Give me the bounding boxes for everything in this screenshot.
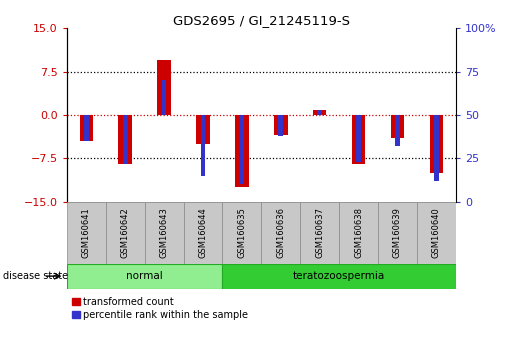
Text: GSM160640: GSM160640 xyxy=(432,207,441,258)
Bar xyxy=(183,202,222,264)
Bar xyxy=(235,115,249,187)
Bar xyxy=(300,202,339,264)
Bar xyxy=(158,60,171,115)
Text: GSM160641: GSM160641 xyxy=(82,207,91,258)
Bar xyxy=(317,110,322,115)
Bar xyxy=(80,115,93,141)
Bar xyxy=(430,115,443,173)
Bar xyxy=(378,202,417,264)
Bar xyxy=(434,115,439,181)
Bar xyxy=(352,115,365,164)
Bar xyxy=(339,202,378,264)
Bar xyxy=(261,202,300,264)
Bar xyxy=(279,115,283,136)
Bar xyxy=(162,80,166,115)
Legend: transformed count, percentile rank within the sample: transformed count, percentile rank withi… xyxy=(72,297,248,320)
Text: GSM160644: GSM160644 xyxy=(199,207,208,258)
Bar xyxy=(356,115,361,162)
Text: GSM160635: GSM160635 xyxy=(237,207,246,258)
Bar xyxy=(118,115,132,164)
Title: GDS2695 / GI_21245119-S: GDS2695 / GI_21245119-S xyxy=(173,14,350,27)
Text: disease state: disease state xyxy=(3,271,67,281)
Text: teratozoospermia: teratozoospermia xyxy=(293,271,385,281)
Bar xyxy=(239,115,244,184)
Text: GSM160643: GSM160643 xyxy=(160,207,168,258)
Bar xyxy=(196,115,210,144)
Text: GSM160637: GSM160637 xyxy=(315,207,324,258)
Bar xyxy=(106,202,145,264)
Bar xyxy=(274,115,287,135)
Bar xyxy=(145,202,183,264)
Bar xyxy=(201,115,205,176)
Bar xyxy=(84,115,89,141)
Bar xyxy=(123,115,128,164)
Bar xyxy=(67,264,222,289)
Text: GSM160638: GSM160638 xyxy=(354,207,363,258)
Bar xyxy=(417,202,456,264)
Text: normal: normal xyxy=(126,271,163,281)
Bar xyxy=(222,264,456,289)
Bar xyxy=(67,202,106,264)
Bar xyxy=(391,115,404,138)
Text: GSM160636: GSM160636 xyxy=(277,207,285,258)
Text: GSM160642: GSM160642 xyxy=(121,207,130,258)
Bar xyxy=(395,115,400,146)
Bar xyxy=(313,110,327,115)
Text: GSM160639: GSM160639 xyxy=(393,207,402,258)
Bar xyxy=(222,202,261,264)
